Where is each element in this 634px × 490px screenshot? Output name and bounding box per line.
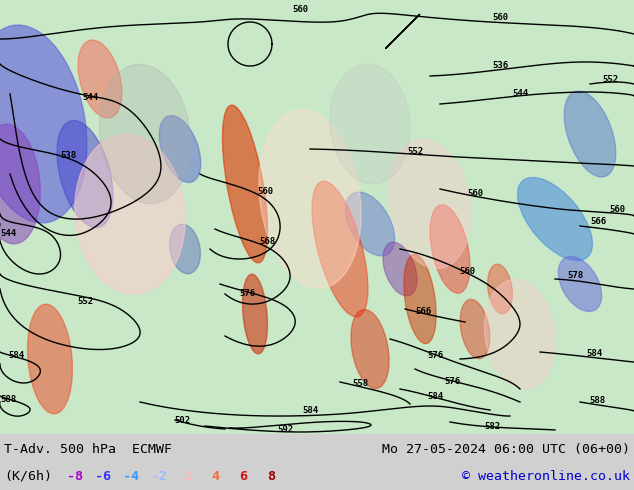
Ellipse shape bbox=[223, 105, 268, 263]
Ellipse shape bbox=[389, 140, 471, 269]
Text: 560: 560 bbox=[459, 268, 475, 276]
Ellipse shape bbox=[27, 304, 72, 414]
Text: 576: 576 bbox=[427, 351, 443, 361]
Ellipse shape bbox=[430, 205, 470, 293]
Ellipse shape bbox=[259, 110, 361, 289]
Ellipse shape bbox=[404, 254, 436, 343]
Text: 566: 566 bbox=[415, 307, 431, 316]
Text: 560: 560 bbox=[609, 204, 625, 214]
Ellipse shape bbox=[488, 264, 512, 314]
Text: -8: -8 bbox=[67, 469, 83, 483]
Text: 592: 592 bbox=[277, 424, 293, 434]
Text: 544: 544 bbox=[0, 229, 16, 239]
Ellipse shape bbox=[100, 64, 191, 204]
Text: 560: 560 bbox=[257, 188, 273, 196]
Text: 560: 560 bbox=[492, 14, 508, 23]
Text: 578: 578 bbox=[567, 271, 583, 280]
Ellipse shape bbox=[57, 121, 113, 227]
Text: Mo 27-05-2024 06:00 UTC (06+00): Mo 27-05-2024 06:00 UTC (06+00) bbox=[382, 443, 630, 456]
Text: 552: 552 bbox=[77, 297, 93, 307]
Text: 560: 560 bbox=[292, 5, 308, 15]
Text: 6: 6 bbox=[239, 469, 247, 483]
Ellipse shape bbox=[0, 124, 41, 244]
Text: 552: 552 bbox=[602, 74, 618, 83]
Ellipse shape bbox=[484, 279, 555, 389]
Text: -4: -4 bbox=[123, 469, 139, 483]
Ellipse shape bbox=[75, 134, 185, 294]
Ellipse shape bbox=[330, 64, 410, 184]
Text: 536: 536 bbox=[492, 62, 508, 71]
Text: 560: 560 bbox=[467, 190, 483, 198]
Ellipse shape bbox=[564, 91, 616, 177]
Text: 588: 588 bbox=[0, 394, 16, 403]
Text: 566: 566 bbox=[590, 218, 606, 226]
Ellipse shape bbox=[383, 242, 417, 296]
Text: 544: 544 bbox=[512, 89, 528, 98]
Ellipse shape bbox=[351, 310, 389, 389]
Text: 502: 502 bbox=[174, 416, 190, 424]
Ellipse shape bbox=[559, 256, 602, 312]
Text: 584: 584 bbox=[427, 392, 443, 400]
Text: 576: 576 bbox=[239, 289, 255, 297]
Text: -2: -2 bbox=[151, 469, 167, 483]
Text: © weatheronline.co.uk: © weatheronline.co.uk bbox=[462, 469, 630, 483]
Text: 558: 558 bbox=[352, 379, 368, 389]
Ellipse shape bbox=[170, 224, 200, 274]
Text: 4: 4 bbox=[211, 469, 219, 483]
Text: 2: 2 bbox=[183, 469, 191, 483]
Text: (K/6h): (K/6h) bbox=[4, 469, 52, 483]
Text: 8: 8 bbox=[267, 469, 275, 483]
Text: -6: -6 bbox=[95, 469, 111, 483]
Ellipse shape bbox=[460, 299, 489, 359]
Text: 588: 588 bbox=[589, 395, 605, 405]
Text: 552: 552 bbox=[407, 147, 423, 155]
Ellipse shape bbox=[346, 192, 394, 256]
Ellipse shape bbox=[0, 25, 87, 223]
Ellipse shape bbox=[312, 181, 368, 317]
Ellipse shape bbox=[517, 177, 592, 261]
Text: 544: 544 bbox=[82, 93, 98, 101]
Ellipse shape bbox=[243, 274, 268, 354]
Text: T-Adv. 500 hPa  ECMWF: T-Adv. 500 hPa ECMWF bbox=[4, 443, 172, 456]
Text: 582: 582 bbox=[484, 421, 500, 431]
Text: 584: 584 bbox=[302, 406, 318, 415]
Text: 576: 576 bbox=[444, 377, 460, 387]
Text: 568: 568 bbox=[259, 237, 275, 245]
Ellipse shape bbox=[78, 40, 122, 118]
Text: 584: 584 bbox=[8, 351, 24, 361]
Text: 584: 584 bbox=[586, 349, 602, 359]
Text: 538: 538 bbox=[60, 151, 76, 161]
Ellipse shape bbox=[159, 116, 201, 182]
